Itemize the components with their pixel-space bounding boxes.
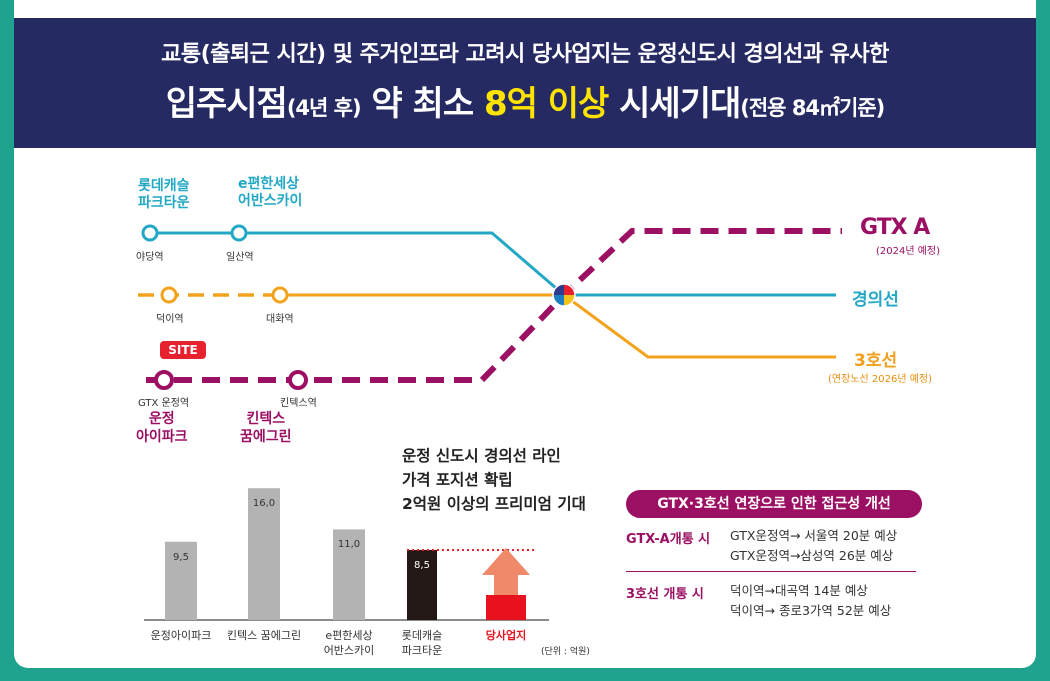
info-key-line3: 3호선 개통 시 — [626, 587, 704, 602]
bar-1 — [248, 488, 280, 620]
complex-unjeong-label: 운정 아이파크 — [136, 411, 188, 445]
headline-line-3: 2억원 이상의 프리미엄 기대 — [402, 495, 586, 513]
headline-line-1: 운정 신도시 경의선 라인 — [402, 447, 561, 465]
site-badge: SITE — [160, 341, 206, 359]
info-values-gtx: GTX운정역→ 서울역 20분 예상 GTX운정역→삼성역 26분 예상 — [730, 526, 897, 566]
station-kintex-label: 킨텍스역 — [280, 398, 317, 409]
banner-expect: 시세기대 — [608, 84, 741, 124]
banner-basis: (전용 84㎡기준) — [740, 96, 885, 120]
bar-category-4: 당사업지 — [485, 629, 527, 642]
bar-category-0: 운정아이파크 — [150, 629, 212, 642]
info-divider — [626, 571, 916, 572]
gtx-a-name: GTX A — [860, 212, 930, 240]
header-banner: 교통(출퇴근 시간) 및 주거인프라 고려시 당사업지는 운정신도시 경의선과 … — [14, 18, 1036, 148]
banner-price: 8억 이상 — [483, 84, 609, 124]
content-frame: 교통(출퇴근 시간) 및 주거인프라 고려시 당사업지는 운정신도시 경의선과 … — [14, 0, 1036, 668]
gtx-a-text: GTX A — [860, 215, 930, 240]
bar-value-2: 11,0 — [337, 539, 361, 551]
bar-category-1: 킨텍스 꿈에그린 — [226, 629, 302, 642]
station-gtx-unjeong-label: GTX 운정역 — [138, 398, 190, 409]
banner-line-1: 교통(출퇴근 시간) 및 주거인프라 고려시 당사업지는 운정신도시 경의선과 … — [161, 42, 889, 67]
transfer-station — [552, 283, 576, 307]
banner-line-2: 입주시점(4년 후) 약 최소 8억 이상 시세기대(전용 84㎡기준) — [14, 76, 1036, 125]
station-ilsan-label: 일산역 — [226, 252, 254, 263]
complex-epyeonhan-text: e편한세상 어반스카이 — [238, 176, 303, 209]
banner-move-in: 입주시점 — [165, 84, 288, 124]
gtx-a-note: (2024년 예정) — [876, 246, 941, 257]
line3-note: (연장노선 2026년 예정) — [828, 374, 933, 385]
line3-name: 3호선 — [854, 351, 898, 371]
premium-headline: 운정 신도시 경의선 라인 가격 포지션 확립 2억원 이상의 프리미엄 기대 — [402, 444, 586, 516]
complex-lotte-text: 롯데캐슬 파크타운 — [138, 178, 190, 211]
station-yadang — [141, 224, 159, 242]
info-title: GTX·3호선 연장으로 인한 접근성 개선 — [626, 490, 922, 518]
complex-kintex-label: 킨텍스 꿈에그린 — [240, 411, 292, 445]
station-kintex — [288, 370, 308, 390]
complex-epyeonhan-label: e편한세상 어반스카이 — [238, 176, 302, 210]
complex-lotte-label: 롯데캐슬 파크타운 — [138, 178, 190, 212]
station-ilsan — [230, 224, 248, 242]
station-yadang-label: 야당역 — [136, 252, 164, 263]
chart-unit: (단위 : 억원) — [541, 647, 590, 657]
bar-value-3: 8,5 — [414, 560, 430, 571]
bar-value-0: 9,5 — [173, 551, 189, 563]
bar-category-2: e편한세상 어반스카이 — [323, 629, 375, 657]
bar-group — [165, 488, 437, 620]
gyeongui-name: 경의선 — [852, 290, 899, 310]
banner-about: 약 최소 — [360, 84, 484, 124]
gyeongui-line — [150, 231, 836, 297]
info-gtx-seoul: GTX운정역→ 서울역 20분 예상 — [730, 528, 898, 543]
bar-2 — [333, 529, 365, 620]
info-values-line3: 덕이역→대곡역 14분 예상 덕이역→ 종로3가역 52분 예상 — [730, 581, 891, 621]
line3-solid — [282, 293, 836, 359]
info-line3-daegok: 덕이역→대곡역 14분 예상 — [730, 583, 868, 598]
up-arrow — [482, 548, 530, 620]
station-daehwa — [271, 286, 289, 304]
station-deogi-label: 덕이역 — [156, 314, 184, 325]
bar-0 — [165, 541, 197, 620]
bar-category-3: 롯데캐슬 파크타운 — [401, 629, 443, 657]
info-gtx-samseong: GTX운정역→삼성역 26분 예상 — [730, 548, 894, 563]
station-deogi — [160, 286, 178, 304]
route-map — [138, 224, 842, 621]
station-daehwa-label: 대화역 — [266, 314, 294, 325]
headline-line-2: 가격 포지션 확립 — [402, 471, 513, 489]
station-gtx-unjeong — [154, 370, 174, 390]
bar-3 — [407, 550, 437, 620]
banner-years: (4년 후) — [286, 96, 362, 120]
info-key-gtx: GTX-A개통 시 — [626, 532, 711, 547]
info-line3-jongno: 덕이역→ 종로3가역 52분 예상 — [730, 603, 892, 618]
bar-value-1: 16,0 — [252, 498, 276, 510]
